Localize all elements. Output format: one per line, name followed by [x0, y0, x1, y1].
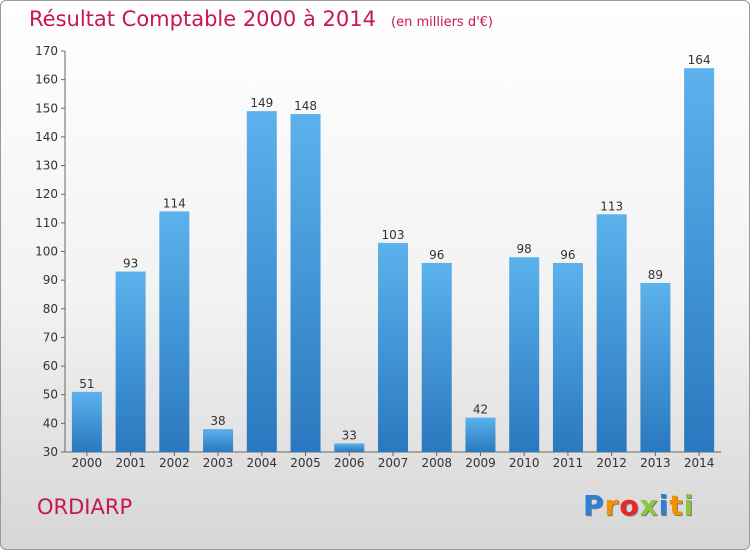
logo-letter: o: [619, 489, 640, 522]
y-tick-label: 150: [35, 101, 58, 115]
bar: [421, 262, 452, 452]
x-tick-label: 2005: [290, 456, 321, 470]
x-tick-label: 2006: [334, 456, 365, 470]
data-label: 114: [163, 196, 186, 210]
logo-letter: i: [658, 489, 670, 522]
data-label: 103: [382, 228, 405, 242]
bar: [290, 114, 321, 452]
y-tick-label: 60: [43, 359, 58, 373]
data-label: 149: [250, 96, 273, 110]
bar: [378, 242, 408, 452]
x-tick-label: 2011: [553, 456, 584, 470]
data-label: 93: [123, 257, 138, 271]
bar: [509, 257, 540, 452]
y-tick-label: 80: [43, 302, 58, 316]
x-tick-label: 2012: [596, 456, 627, 470]
y-tick-label: 30: [43, 445, 58, 459]
x-tick-label: 2013: [640, 456, 671, 470]
x-tick-label: 2008: [421, 456, 452, 470]
logo-letter: r: [604, 489, 620, 522]
bar: [640, 283, 671, 452]
x-tick-label: 2003: [203, 456, 234, 470]
bar: [684, 68, 715, 452]
logo-letter: x: [639, 489, 659, 522]
data-label: 38: [210, 414, 225, 428]
chart-title-block: Résultat Comptable 2000 à 2014 (en milli…: [29, 7, 493, 31]
data-label: 96: [560, 248, 575, 262]
data-label: 33: [342, 428, 357, 442]
chart-title: Résultat Comptable 2000 à 2014: [29, 7, 376, 31]
bar: [203, 429, 234, 452]
data-label: 96: [429, 248, 444, 262]
data-label: 113: [600, 199, 623, 213]
x-tick-label: 2002: [159, 456, 190, 470]
y-tick-label: 140: [35, 130, 58, 144]
x-tick-label: 2000: [72, 456, 103, 470]
y-tick-label: 40: [43, 416, 58, 430]
x-tick-label: 2014: [684, 456, 715, 470]
y-tick-label: 90: [43, 273, 58, 287]
y-tick-label: 110: [35, 216, 58, 230]
y-tick-label: 70: [43, 330, 58, 344]
bar: [159, 211, 190, 452]
y-tick-label: 170: [35, 44, 58, 58]
data-label: 42: [473, 403, 488, 417]
logo-letter: P: [583, 489, 605, 522]
bar: [246, 111, 277, 453]
x-tick-label: 2010: [509, 456, 540, 470]
logo-letter: t: [669, 489, 684, 522]
data-label: 98: [517, 242, 532, 256]
bar: [596, 214, 627, 452]
y-tick-label: 50: [43, 388, 58, 402]
data-label: 164: [688, 53, 711, 67]
x-tick-label: 2004: [247, 456, 278, 470]
x-tick-label: 2009: [465, 456, 496, 470]
chart-subtitle: (en milliers d'€): [391, 15, 493, 30]
data-label: 148: [294, 99, 317, 113]
x-tick-label: 2007: [378, 456, 409, 470]
data-label: 51: [79, 377, 94, 391]
commune-name: ORDIARP: [37, 495, 133, 519]
x-tick-label: 2001: [115, 456, 146, 470]
data-label: 89: [648, 268, 663, 282]
proxiti-logo: Proxiti: [583, 489, 694, 522]
y-tick-label: 130: [35, 159, 58, 173]
logo-letter: i: [683, 489, 695, 522]
y-tick-label: 120: [35, 187, 58, 201]
bar: [334, 443, 365, 452]
bar: [115, 271, 146, 452]
bar: [465, 417, 496, 452]
y-tick-label: 100: [35, 245, 58, 259]
bar: [552, 262, 583, 452]
bar: [71, 391, 102, 452]
y-tick-label: 160: [35, 73, 58, 87]
